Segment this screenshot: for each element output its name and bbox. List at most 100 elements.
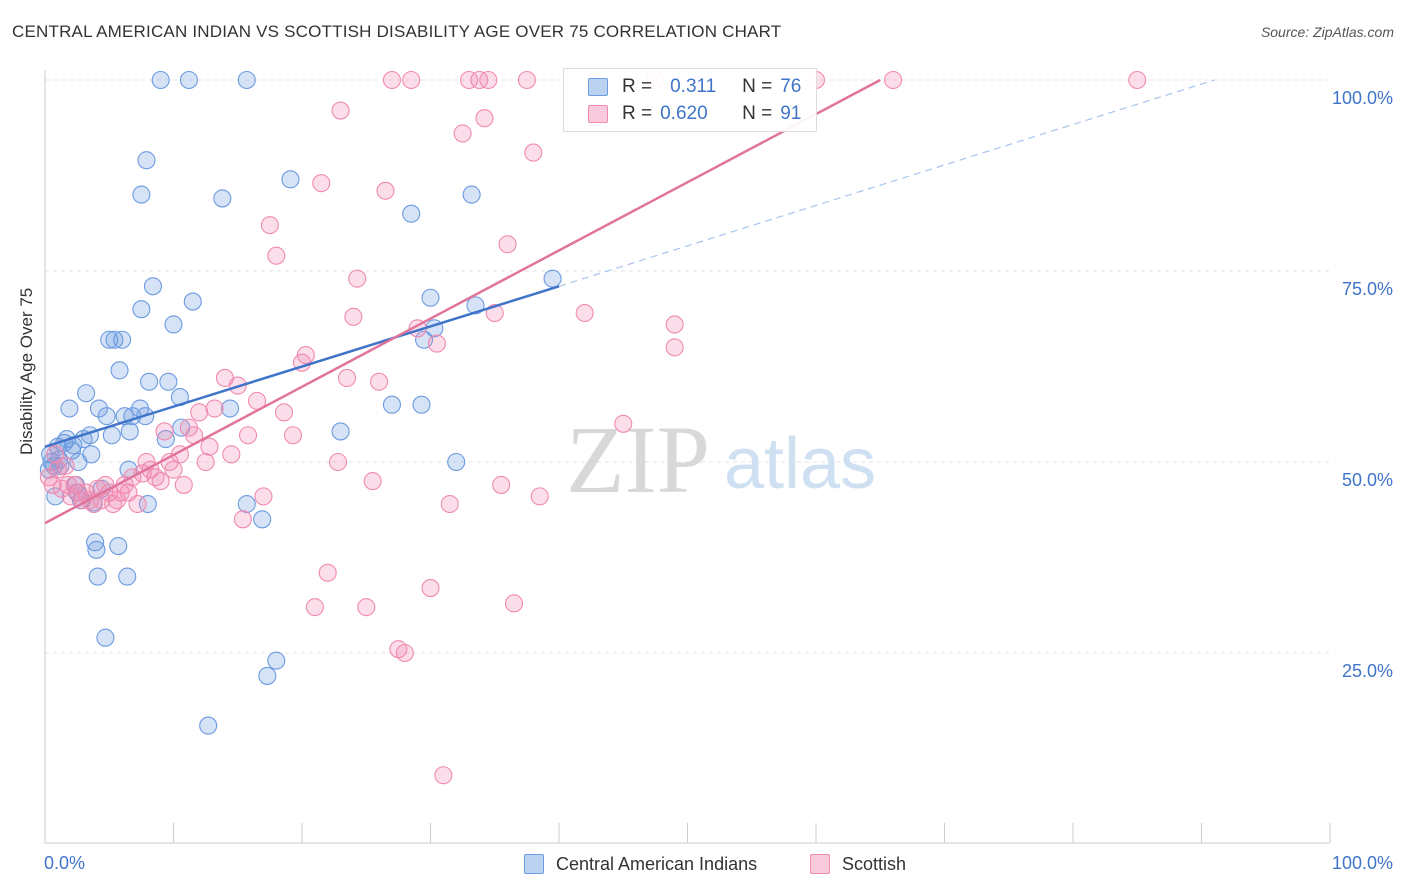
- data-point: [128, 494, 147, 514]
- data-point: [479, 70, 498, 90]
- data-point: [665, 315, 684, 334]
- data-point: [151, 472, 170, 491]
- data-point: [281, 170, 300, 189]
- y-tick-label: 100.0%: [1332, 88, 1393, 108]
- y-tick-label: 50.0%: [1342, 470, 1393, 490]
- data-point: [434, 766, 453, 785]
- data-point: [87, 540, 106, 559]
- data-point: [462, 185, 481, 204]
- stats-row-scottish: R = 0.620 N = 91: [564, 101, 801, 127]
- data-point: [459, 70, 479, 90]
- trend-line-scottish: [44, 78, 881, 525]
- data-point: [421, 579, 440, 598]
- data-point: [260, 216, 279, 235]
- data-point: [237, 494, 256, 514]
- data-point: [174, 475, 193, 494]
- data-point: [200, 437, 219, 456]
- data-point: [530, 487, 549, 506]
- data-point: [100, 330, 119, 349]
- data-point: [402, 70, 421, 90]
- data-point: [156, 430, 175, 449]
- r-label: R =: [622, 76, 653, 97]
- source-label: Source: ZipAtlas.com: [1260, 24, 1394, 40]
- data-point: [109, 536, 128, 556]
- data-point: [213, 189, 232, 208]
- data-point: [267, 246, 286, 265]
- data-point: [524, 143, 543, 162]
- data-point: [89, 399, 109, 418]
- data-point: [402, 204, 421, 223]
- trend-line-central-american-indians: [44, 285, 560, 448]
- data-point: [59, 475, 78, 494]
- data-point: [427, 334, 446, 353]
- data-point: [179, 70, 198, 90]
- r-value: 0.620: [660, 103, 708, 124]
- n-value: 76: [780, 76, 802, 97]
- n-value: 91: [780, 103, 802, 124]
- data-point: [475, 109, 494, 128]
- data-point: [447, 452, 466, 472]
- data-point: [60, 399, 79, 418]
- data-point: [543, 269, 562, 288]
- data-point: [344, 307, 363, 326]
- data-point: [238, 426, 258, 445]
- legend-swatch-blue: [524, 854, 544, 874]
- x-tick-label: 100.0%: [1332, 853, 1393, 873]
- y-axis-label: Disability Age Over 75: [17, 287, 36, 455]
- watermark-atlas: atlas: [724, 424, 876, 504]
- data-point: [105, 330, 124, 349]
- trend-line-extension: [558, 79, 1215, 287]
- stats-swatch-blue: [588, 78, 608, 96]
- data-point: [222, 445, 241, 464]
- stats-row-central-american-indians: R = 0.311 N = 76: [564, 74, 801, 100]
- data-point: [88, 567, 107, 586]
- data-point: [312, 174, 331, 193]
- data-point: [253, 510, 272, 529]
- data-point: [140, 372, 159, 391]
- data-point: [331, 422, 350, 441]
- data-point: [440, 494, 459, 514]
- data-point: [205, 399, 224, 418]
- data-point: [348, 269, 367, 288]
- data-point: [274, 403, 294, 422]
- legend-item-central-american-indians[interactable]: Central American Indians: [524, 852, 757, 876]
- y-tick-label: 25.0%: [1342, 661, 1393, 681]
- series-central-american-indians: [39, 70, 562, 735]
- data-point: [421, 288, 440, 307]
- data-point: [382, 395, 402, 414]
- data-point: [331, 101, 350, 120]
- data-point: [77, 384, 96, 403]
- data-point: [575, 303, 594, 323]
- data-point: [56, 456, 75, 475]
- legend-label: Central American Indians: [556, 853, 758, 874]
- data-point: [155, 422, 174, 441]
- stats-box: R = 0.311 N = 76 R = 0.620 N = 91: [563, 68, 817, 132]
- data-point: [517, 70, 536, 90]
- r-value: 0.311: [670, 76, 717, 97]
- data-point: [196, 452, 215, 472]
- data-point: [376, 181, 395, 200]
- data-point: [132, 185, 151, 204]
- data-point: [258, 666, 277, 685]
- legend-label: Scottish: [842, 853, 907, 874]
- data-point: [884, 70, 903, 90]
- data-point: [1128, 70, 1147, 90]
- data-point: [151, 70, 170, 90]
- data-point: [498, 235, 517, 254]
- data-point: [370, 372, 389, 391]
- data-point: [305, 598, 324, 617]
- data-point: [395, 643, 414, 663]
- data-point: [159, 372, 178, 391]
- y-tick-labels: 25.0% 50.0% 75.0% 100.0%: [1332, 88, 1393, 681]
- data-point: [363, 472, 382, 491]
- data-point: [328, 452, 348, 472]
- data-point: [199, 716, 218, 735]
- data-point: [96, 628, 115, 647]
- data-point: [46, 445, 65, 464]
- data-point: [357, 598, 376, 617]
- legend-item-scottish[interactable]: Scottish: [810, 852, 906, 876]
- data-point: [143, 277, 162, 296]
- data-point: [183, 292, 202, 311]
- data-point: [120, 422, 139, 441]
